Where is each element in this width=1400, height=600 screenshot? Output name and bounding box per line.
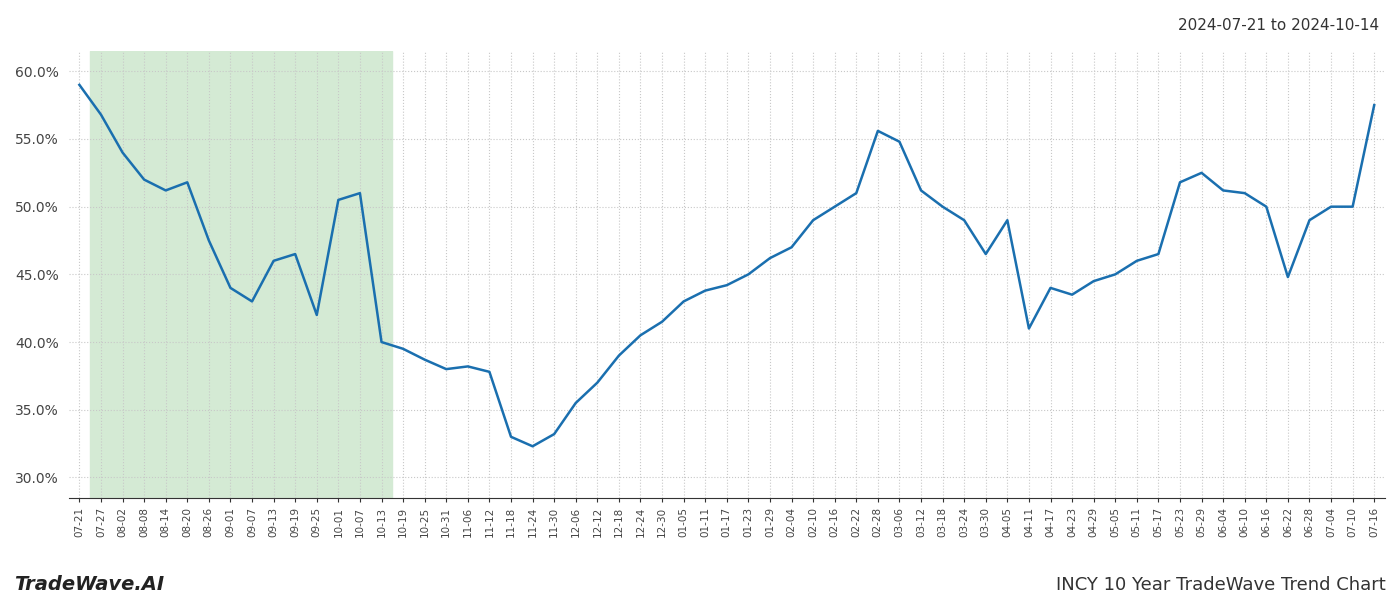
Bar (90, 51, 392, 498)
Text: INCY 10 Year TradeWave Trend Chart: INCY 10 Year TradeWave Trend Chart (1056, 576, 1386, 594)
Text: 2024-07-21 to 2024-10-14: 2024-07-21 to 2024-10-14 (1177, 18, 1379, 33)
Text: TradeWave.AI: TradeWave.AI (14, 575, 164, 594)
